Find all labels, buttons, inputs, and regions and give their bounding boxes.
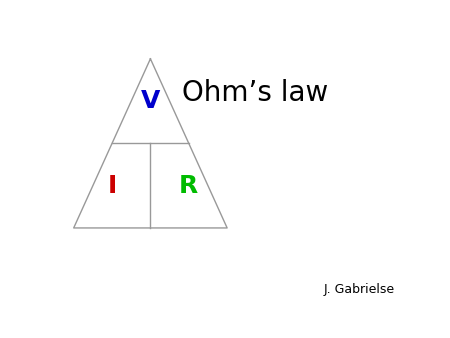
Text: Ohm’s law: Ohm’s law [182,79,328,106]
Text: J. Gabrielse: J. Gabrielse [324,283,395,296]
Text: V: V [141,89,160,113]
Text: R: R [179,174,198,198]
Text: I: I [108,174,117,198]
